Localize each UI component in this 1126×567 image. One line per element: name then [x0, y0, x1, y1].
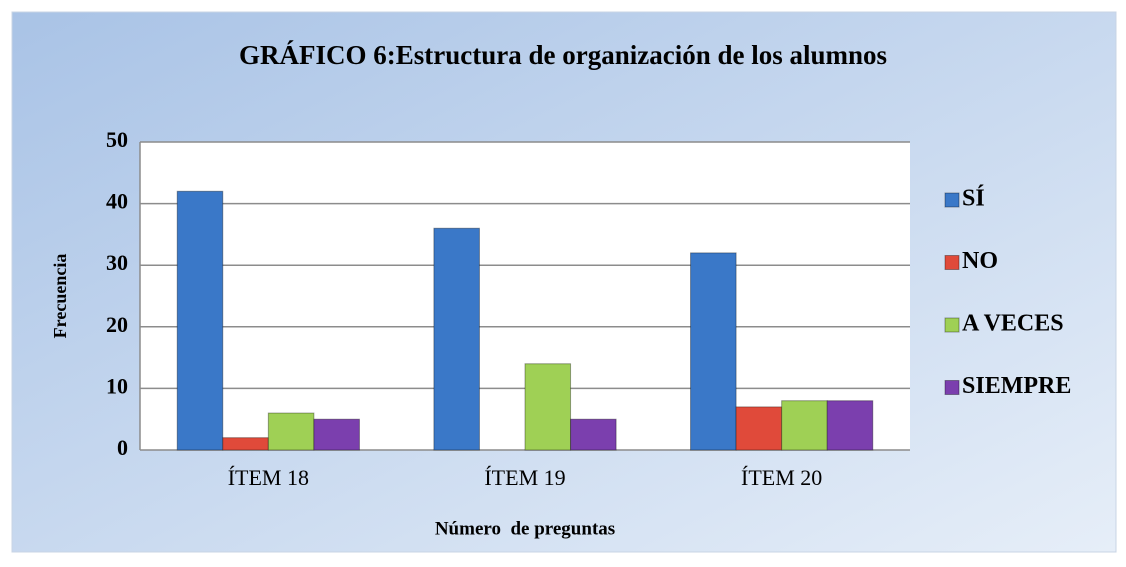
bar: [433, 227, 480, 451]
bar: [735, 406, 783, 451]
legend-swatch: [944, 380, 960, 395]
y-axis-label: Frecuencia: [50, 254, 70, 339]
bar: [690, 252, 737, 451]
bar: [524, 363, 572, 451]
y-tick-label: 10: [106, 373, 128, 398]
legend-label: SÍ: [962, 186, 985, 212]
x-tick-label: ÍTEM 19: [484, 465, 565, 490]
y-tick-label: 40: [106, 189, 128, 214]
y-tick-label: 30: [106, 250, 128, 275]
y-tick-label: 0: [117, 435, 128, 460]
bar: [826, 400, 874, 451]
legend-label: NO: [962, 248, 998, 274]
bar: [313, 418, 360, 451]
legend-swatch: [944, 255, 960, 270]
bar: [570, 418, 617, 451]
legend-label: A VECES: [962, 311, 1064, 337]
legend-swatch: [944, 317, 960, 333]
bar: [222, 437, 269, 451]
legend-label: SIEMPRE: [962, 373, 1071, 399]
y-tick-label: 50: [106, 127, 128, 152]
bar: [176, 190, 224, 451]
bar: [781, 400, 828, 451]
x-axis-label: Número de preguntas: [435, 518, 615, 539]
bar: [267, 412, 315, 451]
x-tick-label: ÍTEM 18: [228, 465, 309, 490]
x-tick-label: ÍTEM 20: [741, 465, 822, 490]
chart-title: GRÁFICO 6:Estructura de organización de …: [239, 40, 887, 70]
legend-swatch: [944, 192, 960, 208]
y-tick-label: 20: [106, 312, 128, 337]
